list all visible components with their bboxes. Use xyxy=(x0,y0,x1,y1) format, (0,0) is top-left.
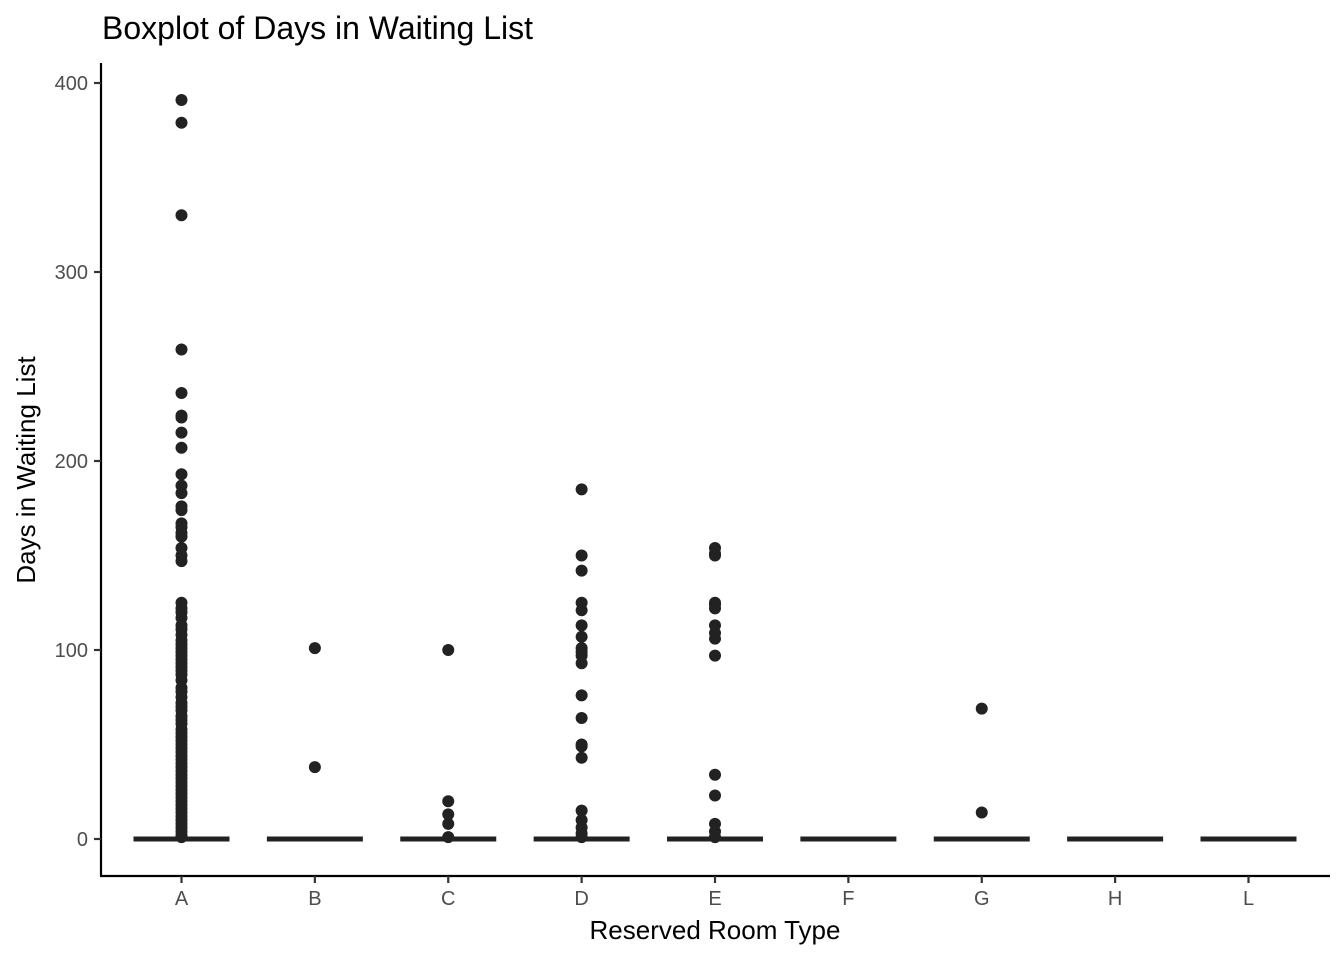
outlier-point xyxy=(308,642,321,655)
chart-title: Boxplot of Days in Waiting List xyxy=(102,10,533,46)
outlier-point xyxy=(575,483,588,496)
x-tick-label: A xyxy=(175,888,189,910)
x-tick-label: G xyxy=(974,888,990,910)
x-axis-title: Reserved Room Type xyxy=(590,915,841,945)
outlier-point xyxy=(442,795,455,808)
outlier-point xyxy=(709,649,721,662)
outlier-point xyxy=(575,630,588,643)
outlier-point xyxy=(175,831,188,844)
outlier-point xyxy=(575,804,588,817)
outlier-point xyxy=(575,712,588,725)
x-tick-label: D xyxy=(574,888,588,910)
outlier-point xyxy=(175,468,188,481)
box-B xyxy=(266,642,363,842)
outlier-point xyxy=(442,817,455,830)
outlier-point xyxy=(175,209,188,222)
outlier-point xyxy=(175,426,188,439)
x-tick-label: C xyxy=(441,888,455,910)
outlier-point xyxy=(575,549,588,562)
outlier-point xyxy=(575,657,588,670)
x-tick-label: L xyxy=(1243,888,1254,910)
outlier-point xyxy=(442,808,455,821)
x-tick-label: E xyxy=(708,888,721,910)
outlier-point xyxy=(709,768,721,781)
box-D xyxy=(533,483,630,844)
outlier-point xyxy=(175,116,188,129)
outlier-point xyxy=(175,487,188,500)
outlier-point xyxy=(442,644,455,656)
outlier-point xyxy=(175,441,188,454)
outlier-point xyxy=(442,831,455,844)
outlier-point xyxy=(975,806,988,819)
y-axis-ticks: 0 100 200 300 400 xyxy=(55,73,101,851)
outlier-point xyxy=(175,94,188,107)
y-tick-label: 200 xyxy=(55,451,88,473)
outlier-point xyxy=(709,632,721,645)
outlier-point xyxy=(709,789,721,802)
y-tick-label: 100 xyxy=(55,640,88,662)
outlier-point xyxy=(575,751,588,764)
boxplot-series xyxy=(133,94,1297,844)
x-tick-label: B xyxy=(308,888,321,910)
outlier-point xyxy=(709,831,721,844)
outlier-point xyxy=(709,549,721,562)
outlier-point xyxy=(709,602,721,615)
y-tick-label: 0 xyxy=(77,829,88,851)
outlier-point xyxy=(175,504,188,517)
outlier-point xyxy=(175,530,188,543)
outlier-point xyxy=(175,343,188,356)
outlier-point xyxy=(175,555,188,568)
outlier-point xyxy=(575,604,588,617)
outlier-point xyxy=(575,619,588,632)
outlier-point xyxy=(575,564,588,577)
outlier-point xyxy=(308,761,321,774)
box-E xyxy=(667,541,763,844)
outlier-point xyxy=(575,740,588,753)
y-tick-label: 400 xyxy=(55,73,88,95)
outlier-point xyxy=(575,831,588,844)
box-G xyxy=(933,702,1030,842)
box-A xyxy=(133,94,230,844)
outlier-point xyxy=(175,386,188,399)
x-tick-label: F xyxy=(842,888,854,910)
y-axis-title: Days in Waiting List xyxy=(11,356,41,584)
x-tick-label: H xyxy=(1108,888,1122,910)
outlier-point xyxy=(575,689,588,702)
box-C xyxy=(400,644,497,844)
outlier-point xyxy=(975,702,988,715)
outlier-point xyxy=(175,411,188,424)
y-tick-label: 300 xyxy=(55,262,88,284)
